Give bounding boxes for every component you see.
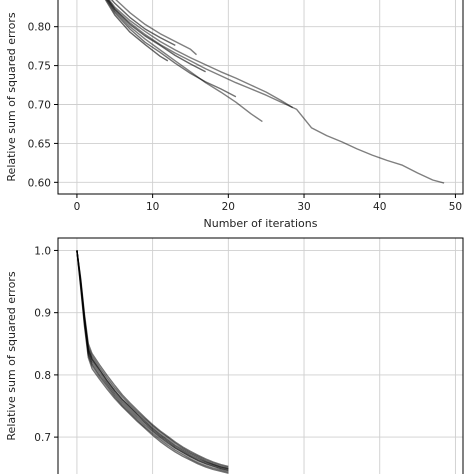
series-line — [76, 250, 229, 468]
top-y-ticks: 0.600.650.700.750.800.85 — [28, 22, 58, 189]
bottom-grid — [58, 238, 463, 474]
series-line — [108, 0, 294, 109]
x-tick-label: 40 — [373, 201, 386, 213]
y-tick-label: 0.60 — [28, 177, 51, 189]
top-series — [104, 0, 445, 184]
top-y-axis-label: Relative sum of squared errors — [5, 12, 18, 181]
top-x-axis-label: Number of iterations — [204, 217, 318, 230]
y-tick-label: 0.80 — [28, 22, 51, 34]
bottom-series — [76, 250, 229, 474]
y-tick-label: 1.0 — [34, 245, 51, 257]
series-line — [107, 0, 206, 73]
series-line — [76, 250, 229, 471]
bottom-plot-frame — [57, 237, 464, 474]
y-tick-label: 0.70 — [28, 100, 51, 112]
y-tick-label: 0.8 — [34, 370, 51, 382]
x-tick-label: 30 — [297, 201, 310, 213]
x-tick-label: 0 — [74, 201, 81, 213]
series-line — [115, 0, 197, 56]
x-tick-label: 50 — [449, 201, 462, 213]
series-line — [106, 0, 263, 123]
y-tick-label: 0.9 — [34, 308, 51, 320]
y-tick-label: 0.7 — [34, 432, 51, 444]
x-tick-label: 20 — [222, 201, 235, 213]
series-line — [105, 0, 237, 98]
series-line — [104, 0, 169, 62]
bottom-y-axis-label: Relative sum of squared errors — [5, 271, 18, 440]
top-x-ticks: 0 10 20 30 40 50 — [74, 194, 462, 213]
series-line — [110, 0, 176, 47]
series-line — [107, 0, 445, 184]
x-tick-label: 10 — [146, 201, 159, 213]
series-line — [76, 250, 229, 474]
y-tick-label: 0.65 — [28, 138, 51, 150]
top-plot-frame — [57, 0, 464, 195]
series-line — [76, 250, 229, 470]
series-line — [76, 250, 229, 469]
y-tick-label: 0.75 — [28, 61, 51, 73]
series-line — [76, 250, 229, 473]
bottom-chart: 0.7 0.8 0.9 1.0 Relative sum of squared err… — [5, 237, 464, 474]
bottom-y-ticks: 0.7 0.8 0.9 1.0 — [34, 245, 58, 444]
